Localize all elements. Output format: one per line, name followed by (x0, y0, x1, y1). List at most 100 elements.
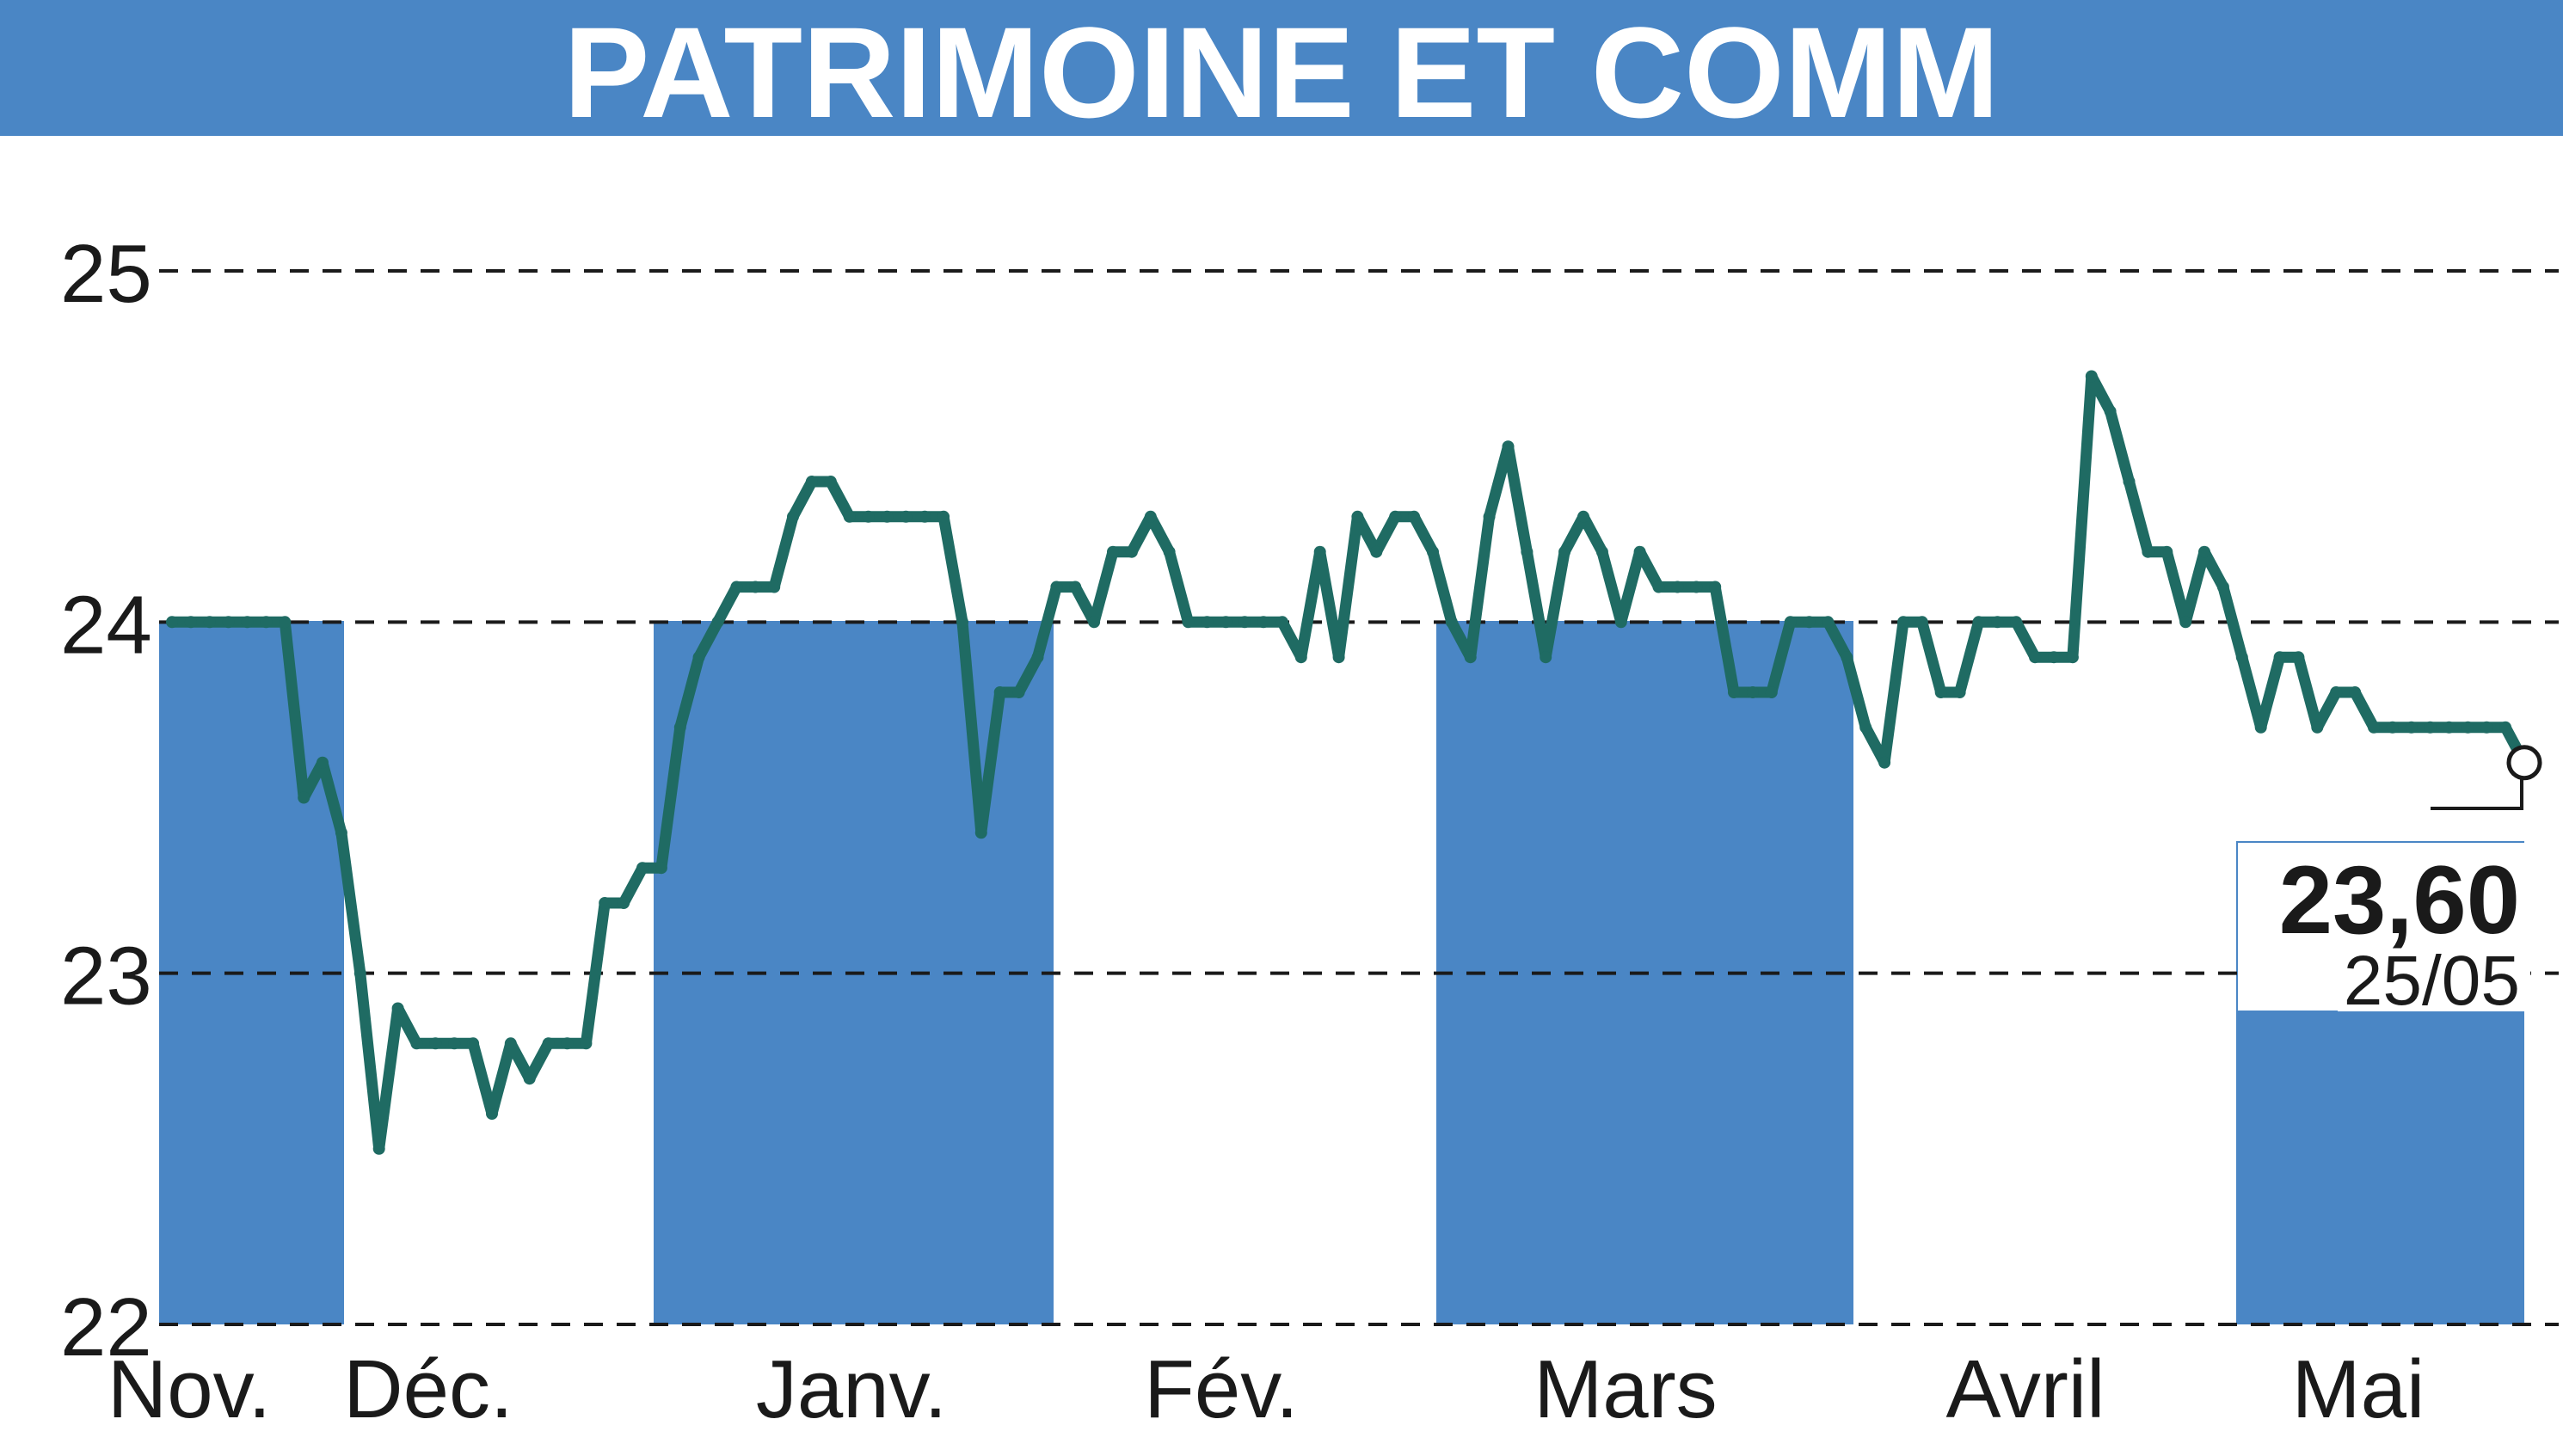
price-point (1427, 545, 1439, 558)
price-point (429, 1037, 442, 1050)
price-point (166, 616, 178, 629)
price-point (410, 1037, 423, 1050)
price-point (2386, 721, 2399, 734)
last-date-box (2338, 944, 2530, 1011)
price-point (2216, 581, 2229, 593)
price-point (486, 1108, 498, 1120)
price-point (711, 616, 724, 629)
price-point (2104, 405, 2117, 418)
price-point (1897, 616, 1909, 629)
price-point (1822, 616, 1835, 629)
x-tick-label: Fév. (1144, 1343, 1299, 1435)
header-bar (0, 0, 2563, 136)
price-point (974, 826, 987, 839)
price-point (353, 967, 366, 980)
price-point (561, 1037, 574, 1050)
price-point (1370, 545, 1383, 558)
price-point (1784, 616, 1797, 629)
price-point (2235, 651, 2248, 664)
price-point (1201, 616, 1214, 629)
price-point (2066, 651, 2079, 664)
price-point (843, 510, 856, 523)
last-point-marker (2506, 745, 2542, 781)
price-point (1144, 510, 1157, 523)
y-axis-ticks: 22 23 24 25 (60, 228, 152, 1373)
price-point (768, 581, 781, 593)
price-point (2142, 545, 2154, 558)
price-point (2048, 651, 2060, 664)
price-point (1577, 510, 1589, 523)
price-point (2085, 370, 2098, 383)
price-point (372, 1142, 385, 1155)
price-point (2462, 721, 2474, 734)
price-point (655, 862, 667, 875)
x-tick-label: Déc. (343, 1343, 513, 1435)
price-point (2254, 721, 2267, 734)
month-band-0 (159, 621, 344, 1324)
month-bands (159, 621, 2524, 1324)
price-point (2160, 545, 2173, 558)
price-point (2273, 651, 2286, 664)
price-point (2330, 686, 2343, 698)
price-point (504, 1037, 517, 1050)
x-tick-label: Avril (1946, 1343, 2105, 1435)
price-point (317, 756, 329, 769)
price-point (241, 616, 254, 629)
price-point (1915, 616, 1928, 629)
price-point (1088, 616, 1101, 629)
price-point (1445, 616, 1458, 629)
price-point (881, 510, 894, 523)
price-point (1257, 616, 1269, 629)
price-point (1540, 651, 1552, 664)
price-point (448, 1037, 461, 1050)
price-point (260, 616, 273, 629)
price-point (618, 897, 630, 909)
price-point (1182, 616, 1195, 629)
price-point (1408, 510, 1421, 523)
price-point (1765, 686, 1778, 698)
price-point (787, 510, 799, 523)
price-point (1953, 686, 1966, 698)
price-point (2443, 721, 2455, 734)
price-point (1502, 440, 1515, 453)
price-point (1934, 686, 1947, 698)
price-point (2123, 476, 2136, 488)
price-point (900, 510, 913, 523)
price-point (1107, 545, 1119, 558)
last-value-callout: 23,60 25/05 (2238, 745, 2542, 1020)
y-tick-label: 25 (60, 228, 152, 320)
price-point (2368, 721, 2380, 734)
x-tick-label: Mars (1533, 1343, 1717, 1435)
price-point (956, 616, 968, 629)
y-tick-label: 23 (60, 931, 152, 1023)
price-point (1050, 581, 1063, 593)
x-tick-label: Janv. (756, 1343, 947, 1435)
price-point (2311, 721, 2324, 734)
price-point (542, 1037, 555, 1050)
price-point (919, 510, 931, 523)
x-tick-label: Mai (2292, 1343, 2425, 1435)
price-point (1483, 510, 1496, 523)
price-point (298, 791, 310, 804)
price-point (1389, 510, 1402, 523)
price-point (335, 826, 347, 839)
grid-lines (159, 269, 2559, 1326)
price-point (1595, 545, 1608, 558)
price-point (1841, 651, 1853, 664)
x-axis-month-labels: Nov. Déc. Janv. Fév. Mars Avril Mai (108, 1343, 2425, 1435)
price-point (1163, 545, 1176, 558)
price-point (1238, 616, 1251, 629)
price-point (1614, 616, 1627, 629)
price-point (222, 616, 235, 629)
price-point (2349, 686, 2362, 698)
price-point (1069, 581, 1082, 593)
price-point (1313, 545, 1326, 558)
price-point (1709, 581, 1722, 593)
price-point (1972, 616, 1985, 629)
last-value-label: 23,60 (2279, 846, 2520, 954)
price-point (1633, 545, 1646, 558)
price-point (203, 616, 216, 629)
price-point (862, 510, 875, 523)
price-point (730, 581, 743, 593)
